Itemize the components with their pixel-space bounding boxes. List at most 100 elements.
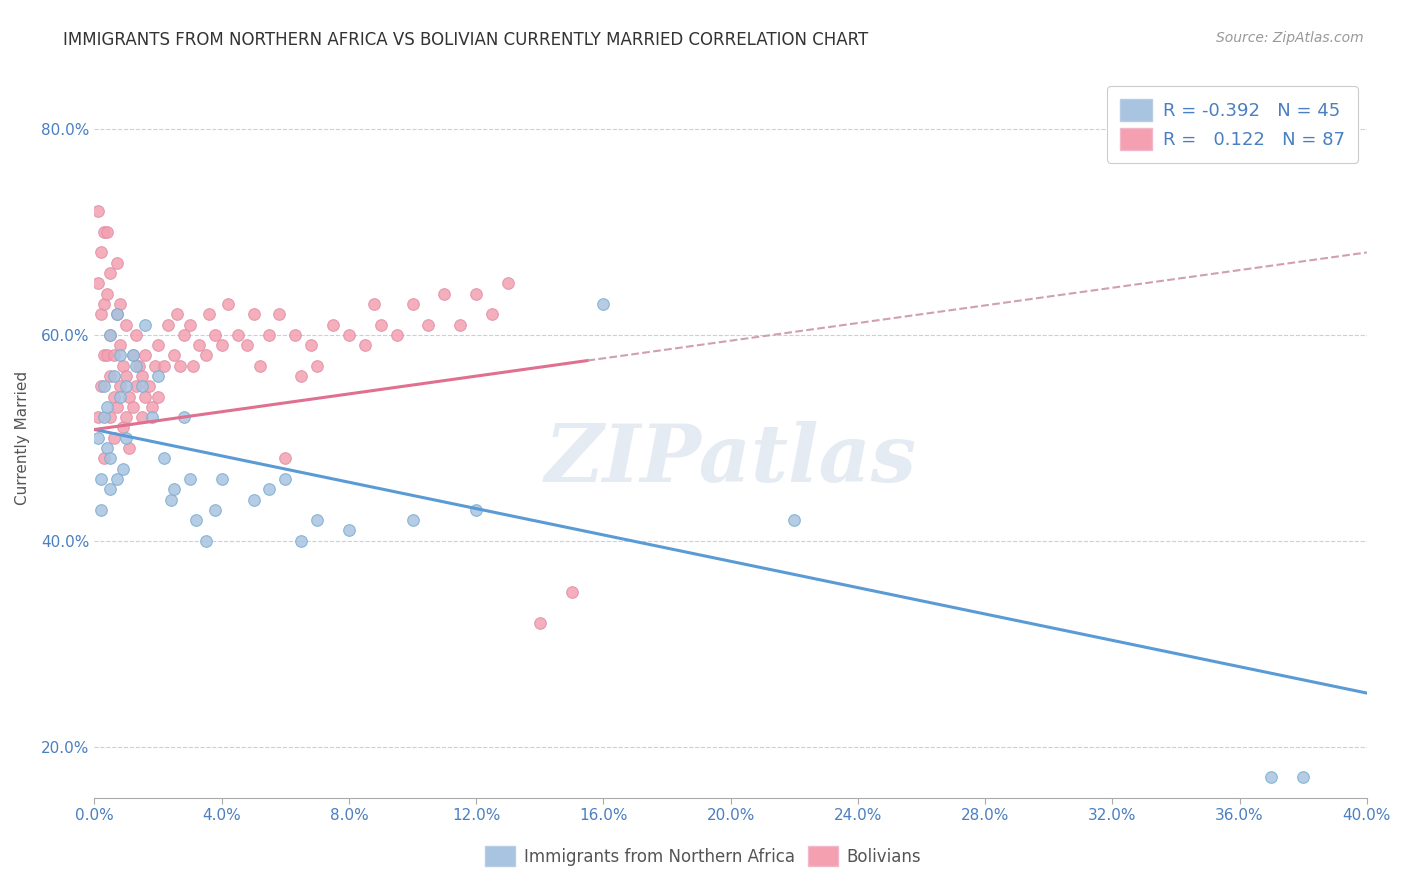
Point: [125, 379, 148, 393]
Point: [86, 277, 108, 291]
Point: [146, 390, 169, 404]
Point: [105, 307, 128, 321]
Point: [141, 410, 163, 425]
Legend: Immigrants from Northern Africa, Bolivians: Immigrants from Northern Africa, Bolivia…: [478, 839, 928, 873]
Point: [134, 390, 156, 404]
Point: [156, 318, 179, 332]
Point: [115, 379, 138, 393]
Point: [125, 359, 148, 373]
Point: [166, 307, 188, 321]
Point: [86, 431, 108, 445]
Point: [401, 297, 423, 311]
Point: [267, 307, 290, 321]
Point: [108, 338, 131, 352]
Point: [186, 513, 208, 527]
Point: [115, 410, 138, 425]
Point: [153, 451, 176, 466]
Point: [105, 307, 128, 321]
Point: [131, 410, 153, 425]
Point: [93, 225, 115, 239]
Point: [529, 615, 551, 630]
Point: [141, 400, 163, 414]
Point: [290, 533, 312, 548]
Point: [249, 359, 271, 373]
Point: [112, 359, 135, 373]
Point: [561, 585, 583, 599]
Point: [105, 256, 128, 270]
Point: [481, 307, 503, 321]
Point: [118, 390, 141, 404]
Point: [96, 400, 118, 414]
Point: [204, 327, 226, 342]
Point: [90, 472, 112, 486]
Point: [128, 359, 150, 373]
Point: [496, 277, 519, 291]
Point: [163, 482, 186, 496]
Point: [86, 204, 108, 219]
Point: [100, 410, 122, 425]
Point: [290, 369, 312, 384]
Text: ZIPatlas: ZIPatlas: [544, 421, 917, 498]
Point: [90, 245, 112, 260]
Point: [259, 482, 281, 496]
Point: [93, 297, 115, 311]
Point: [131, 379, 153, 393]
Point: [134, 318, 156, 332]
Point: [96, 348, 118, 362]
Point: [138, 379, 160, 393]
Point: [115, 431, 138, 445]
Point: [100, 327, 122, 342]
Point: [433, 286, 456, 301]
Point: [307, 359, 329, 373]
Point: [370, 318, 392, 332]
Point: [86, 410, 108, 425]
Point: [100, 327, 122, 342]
Point: [121, 400, 143, 414]
Point: [146, 338, 169, 352]
Point: [100, 369, 122, 384]
Point: [90, 307, 112, 321]
Point: [115, 318, 138, 332]
Point: [153, 359, 176, 373]
Point: [169, 359, 191, 373]
Point: [194, 533, 217, 548]
Point: [121, 348, 143, 362]
Point: [783, 513, 806, 527]
Point: [93, 451, 115, 466]
Point: [108, 390, 131, 404]
Point: [465, 286, 488, 301]
Text: Source: ZipAtlas.com: Source: ZipAtlas.com: [1216, 31, 1364, 45]
Point: [188, 338, 211, 352]
Point: [179, 318, 201, 332]
Point: [90, 379, 112, 393]
Point: [96, 225, 118, 239]
Legend: R = -0.392   N = 45, R =   0.122   N = 87: R = -0.392 N = 45, R = 0.122 N = 87: [1107, 87, 1358, 163]
Point: [100, 451, 122, 466]
Point: [118, 441, 141, 455]
Point: [274, 451, 297, 466]
Point: [299, 338, 322, 352]
Y-axis label: Currently Married: Currently Married: [15, 371, 30, 505]
Point: [259, 327, 281, 342]
Point: [194, 348, 217, 362]
Point: [181, 359, 204, 373]
Point: [284, 327, 307, 342]
Point: [337, 327, 360, 342]
Point: [211, 338, 233, 352]
Point: [108, 348, 131, 362]
Point: [307, 513, 329, 527]
Point: [96, 286, 118, 301]
Point: [108, 379, 131, 393]
Point: [322, 318, 344, 332]
Point: [1260, 771, 1282, 785]
Point: [242, 307, 264, 321]
Point: [96, 441, 118, 455]
Point: [401, 513, 423, 527]
Point: [112, 461, 135, 475]
Point: [112, 420, 135, 434]
Point: [159, 492, 181, 507]
Point: [449, 318, 471, 332]
Point: [418, 318, 440, 332]
Point: [100, 266, 122, 280]
Point: [179, 472, 201, 486]
